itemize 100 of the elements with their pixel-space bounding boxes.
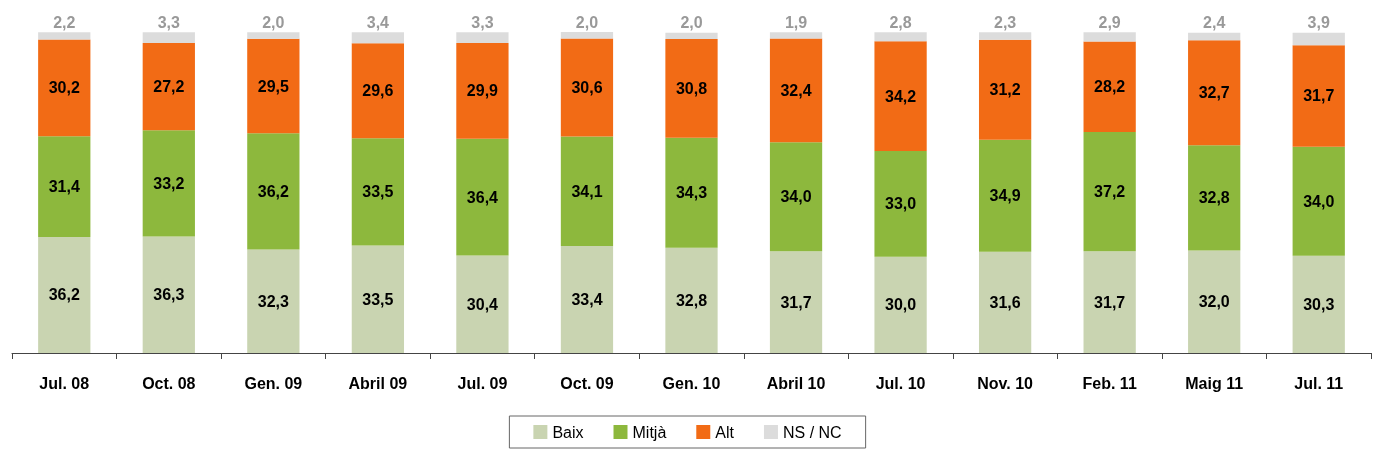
data-label: 30,8 <box>675 79 708 97</box>
bar <box>1083 41 1136 133</box>
data-label: 34,9 <box>989 187 1021 205</box>
bar <box>769 32 823 39</box>
data-label: 2,0 <box>575 13 599 31</box>
data-label: 34,3 <box>675 184 708 202</box>
data-label: 1,9 <box>784 13 808 31</box>
bar <box>351 43 405 139</box>
bar <box>351 245 405 353</box>
data-label: 32,8 <box>675 291 708 309</box>
data-label: 31,6 <box>989 293 1021 311</box>
bar <box>1083 251 1136 353</box>
data-label: 30,4 <box>466 295 499 313</box>
legend-label: NS / NC <box>782 423 842 441</box>
data-label: 34,2 <box>885 87 917 105</box>
data-label: 2,4 <box>1203 14 1226 32</box>
bar <box>665 247 718 353</box>
data-label: 31,4 <box>48 178 80 196</box>
bar <box>247 38 300 134</box>
data-label: 30,2 <box>48 79 80 97</box>
bar <box>978 251 1032 353</box>
bar <box>38 136 91 237</box>
bar <box>142 42 195 131</box>
bar <box>769 142 823 252</box>
data-label: 29,6 <box>362 82 394 100</box>
bar <box>1292 32 1345 46</box>
data-label: 33,4 <box>571 290 603 308</box>
bar <box>247 249 300 353</box>
data-label: 36,2 <box>257 182 290 200</box>
data-label: 3,4 <box>366 13 390 31</box>
data-label: 31,7 <box>1094 293 1126 311</box>
bar <box>769 251 823 353</box>
data-label: 36,3 <box>153 286 185 304</box>
bar <box>874 32 927 42</box>
data-label: 34,0 <box>1303 192 1335 210</box>
bar <box>978 39 1032 140</box>
data-label: 2,9 <box>1098 13 1121 31</box>
bar <box>560 32 614 39</box>
bar <box>978 32 1032 40</box>
bar <box>874 41 927 151</box>
data-label: 30,0 <box>885 296 917 314</box>
x-tick-label: Jul. 09 <box>457 374 508 392</box>
x-tick-label: Abril 10 <box>766 374 826 392</box>
data-label: 2,0 <box>680 14 703 32</box>
data-label: 33,2 <box>153 174 185 192</box>
data-label: 3,9 <box>1307 14 1330 32</box>
bar <box>665 32 718 40</box>
bar <box>1188 250 1241 353</box>
bar <box>456 138 509 256</box>
bar <box>560 245 614 353</box>
bar <box>142 32 195 43</box>
bar <box>142 236 195 353</box>
data-label: 32,7 <box>1198 84 1230 102</box>
data-label: 31,7 <box>780 293 812 311</box>
bar <box>456 32 509 43</box>
bar <box>1292 146 1345 256</box>
x-tick-label: Jul. 08 <box>39 374 90 392</box>
bar <box>351 32 405 44</box>
bar <box>978 139 1032 252</box>
bar <box>560 38 614 137</box>
x-tick-label: Oct. 08 <box>142 374 196 392</box>
bar <box>1188 40 1241 146</box>
legend-label: Mitjà <box>632 423 667 441</box>
data-label: 27,2 <box>153 78 185 96</box>
x-tick-label: Feb. 11 <box>1082 374 1137 392</box>
data-label: 34,0 <box>780 188 812 206</box>
x-tick-label: Jul. 10 <box>875 374 926 392</box>
data-label: 2,0 <box>262 13 285 31</box>
bar <box>1083 32 1136 42</box>
data-label: 2,8 <box>889 13 912 31</box>
bar <box>38 236 91 353</box>
data-label: 32,3 <box>257 292 290 310</box>
x-tick-label: Jul. 11 <box>1294 374 1344 392</box>
bar <box>769 38 823 143</box>
data-label: 32,0 <box>1198 293 1230 311</box>
x-tick-label: Abril 09 <box>348 374 408 392</box>
data-label: 28,2 <box>1094 78 1126 96</box>
bar <box>874 150 927 257</box>
bar <box>1292 45 1345 147</box>
bar <box>142 130 195 237</box>
legend-label: Baix <box>552 423 584 441</box>
bar <box>247 32 300 39</box>
data-label: 31,2 <box>989 81 1021 99</box>
data-label: 36,4 <box>466 188 499 206</box>
data-label: 3,3 <box>471 13 494 31</box>
data-label: 33,5 <box>362 183 394 201</box>
data-label: 30,6 <box>571 78 603 96</box>
legend-label: Alt <box>715 423 735 441</box>
bar <box>38 32 91 40</box>
data-label: 3,3 <box>157 13 181 31</box>
bar <box>1188 145 1241 251</box>
bar <box>1083 132 1136 252</box>
data-label: 33,0 <box>885 195 917 213</box>
data-label: 31,7 <box>1303 87 1335 105</box>
bar <box>38 39 91 137</box>
data-label: 33,5 <box>362 290 394 308</box>
data-label: 34,1 <box>571 182 603 200</box>
data-label: 37,2 <box>1094 183 1126 201</box>
bar <box>247 133 300 250</box>
bar <box>665 137 718 248</box>
